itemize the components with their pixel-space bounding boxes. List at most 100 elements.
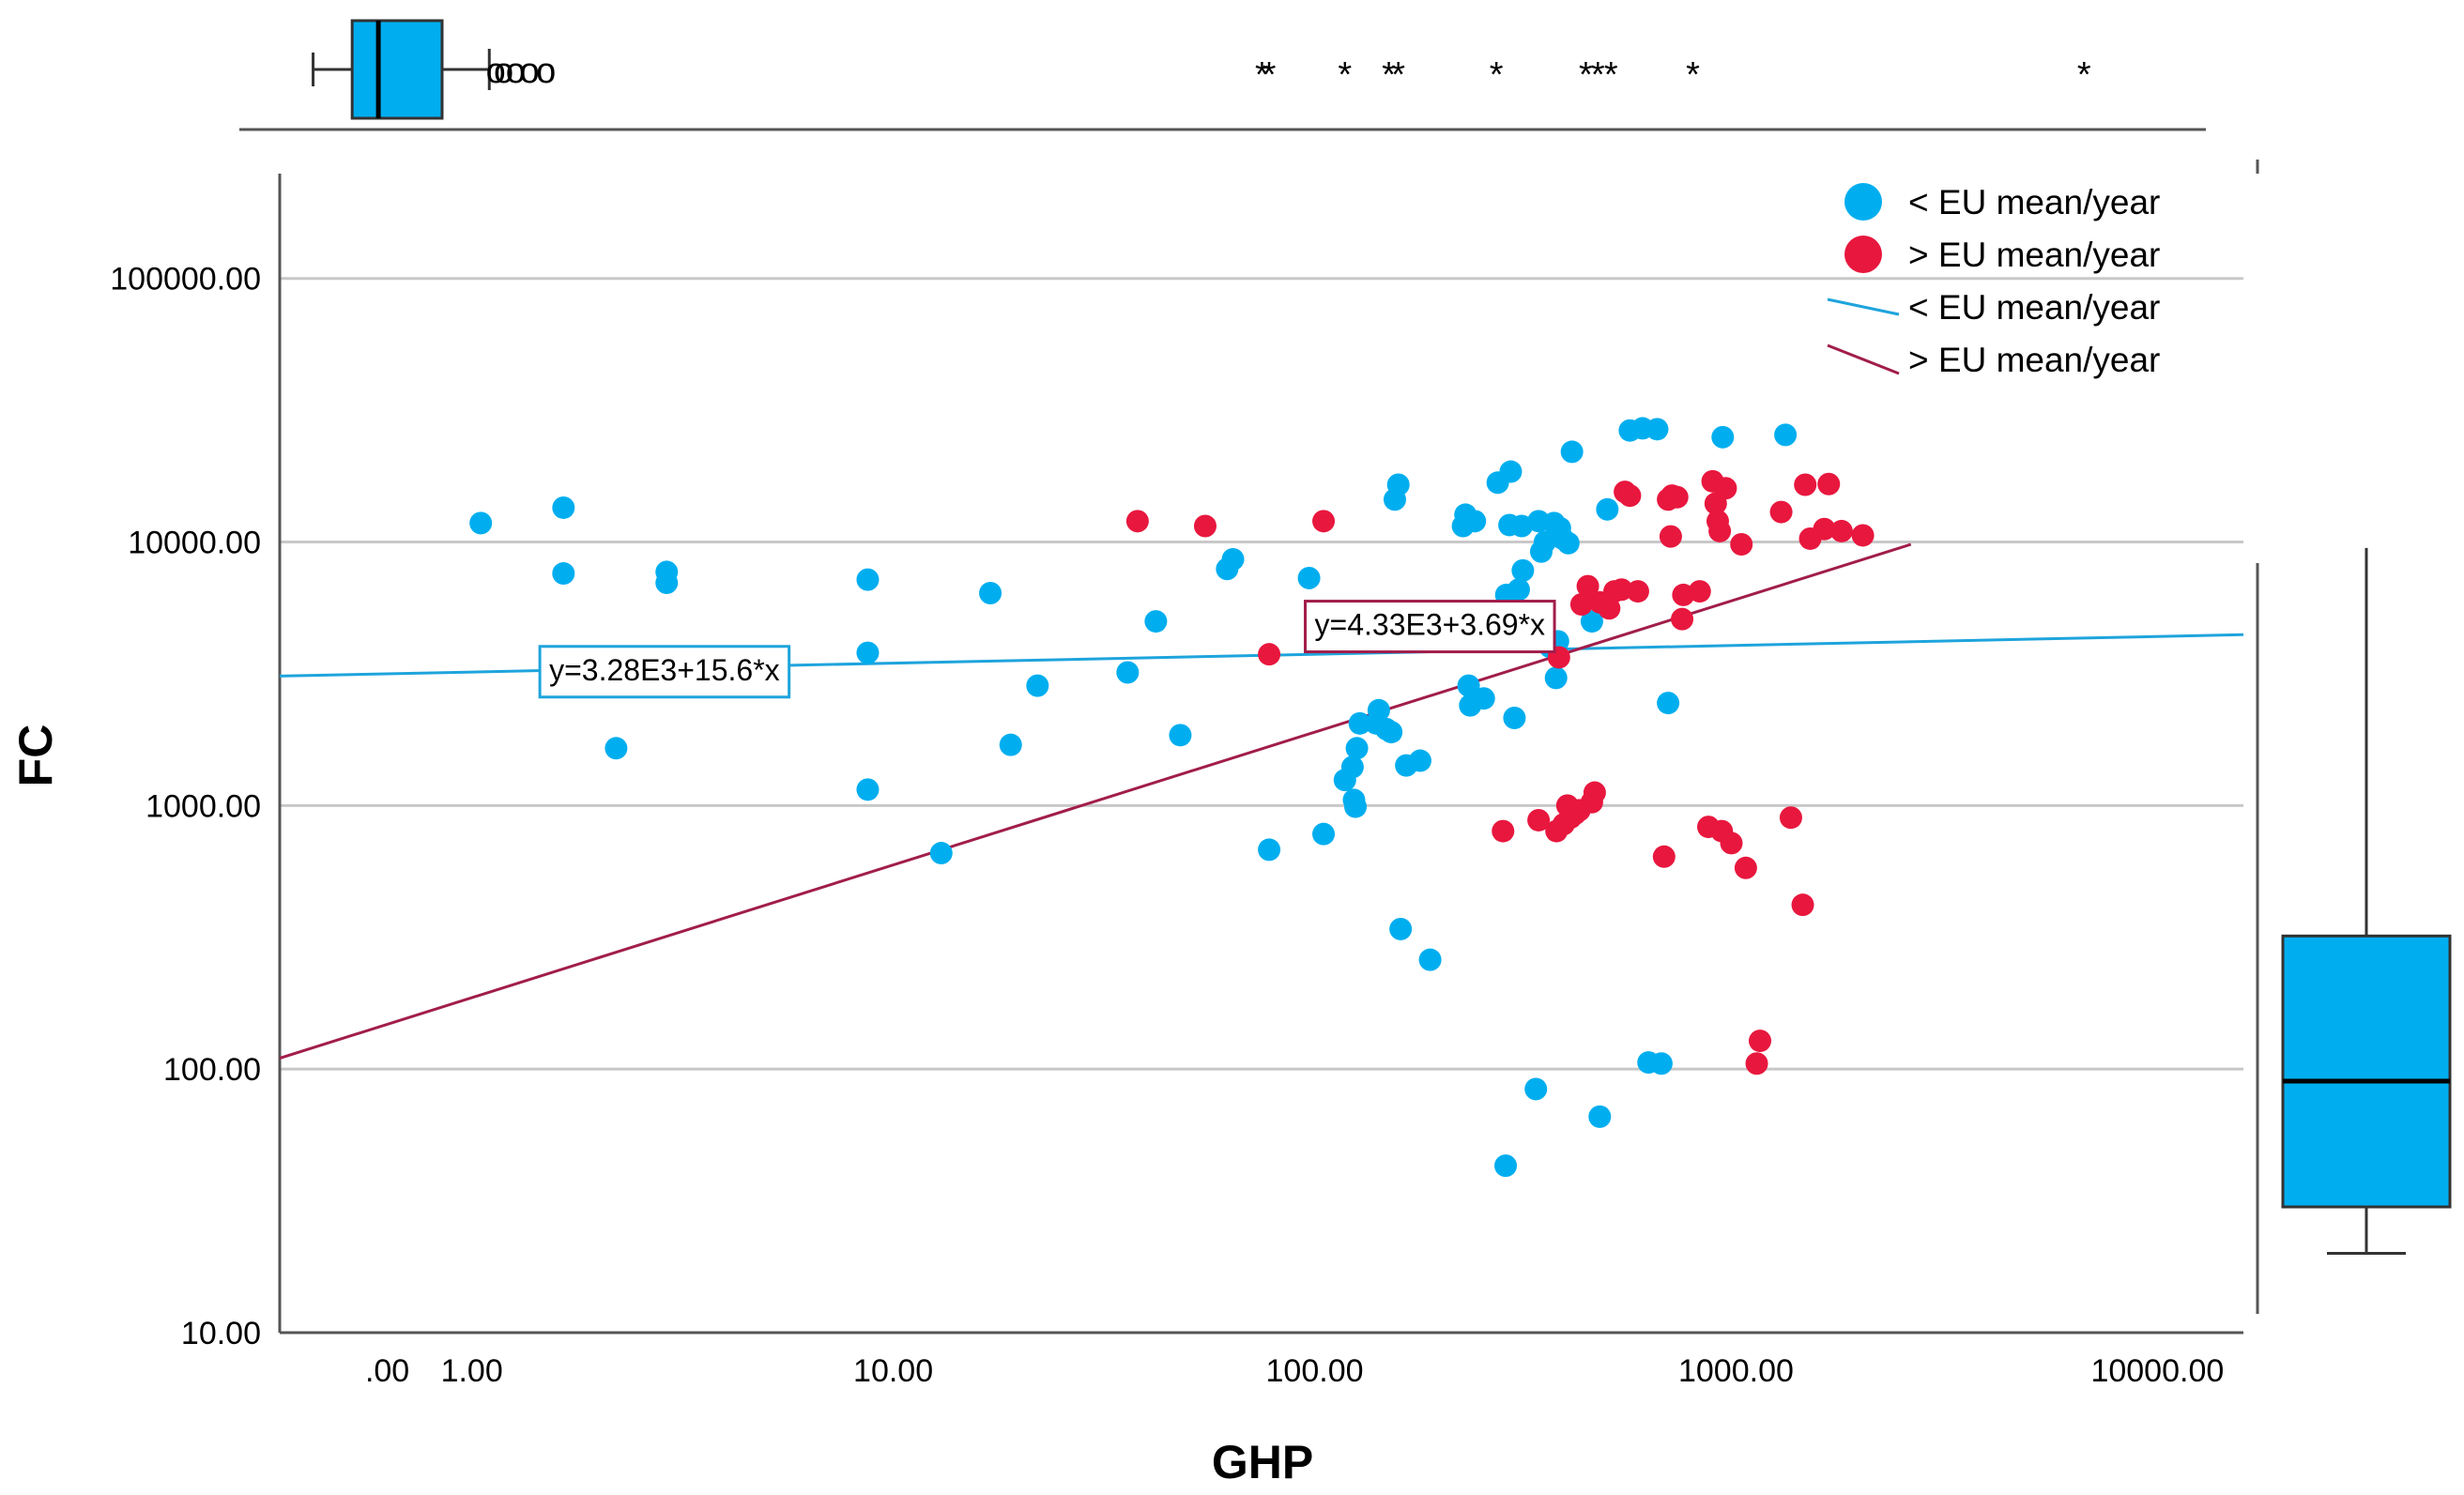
data-point — [1649, 1052, 1673, 1075]
data-point — [1588, 1105, 1612, 1128]
extreme-marker: * — [1391, 55, 1405, 95]
data-point — [1779, 806, 1802, 830]
x-tick-label: 10000.00 — [2090, 1353, 2224, 1389]
data-point — [1125, 510, 1149, 533]
data-point — [1258, 838, 1281, 862]
extreme-marker: * — [1490, 55, 1504, 95]
data-point — [1312, 822, 1336, 846]
data-point — [1510, 514, 1534, 538]
data-point — [1734, 856, 1757, 879]
data-point — [1527, 808, 1551, 831]
y-tick-labels: 10.00 100.00 1000.00 10000.00 100000.00 — [110, 262, 261, 1351]
data-point — [999, 733, 1022, 756]
data-point — [1386, 473, 1410, 496]
data-point — [1116, 661, 1140, 684]
data-point — [1340, 755, 1364, 779]
data-point — [1560, 440, 1584, 464]
data-point — [979, 581, 1002, 604]
data-point — [552, 496, 575, 519]
outlier-marker: o — [536, 52, 556, 91]
legend-marker — [1844, 236, 1882, 273]
data-point — [1367, 698, 1390, 722]
fit-equation-label: y=3.28E3+15.6*x — [549, 653, 780, 687]
data-point — [1380, 721, 1403, 744]
data-point — [552, 562, 575, 586]
axes — [239, 128, 2259, 1335]
data-point — [1144, 610, 1168, 633]
data-point — [1169, 724, 1192, 747]
data-point — [1626, 580, 1649, 603]
extreme-marker: * — [1338, 55, 1352, 95]
data-point — [1463, 510, 1487, 533]
data-point — [1688, 580, 1711, 603]
gridlines — [280, 277, 2243, 1071]
box-iqr — [350, 19, 444, 120]
data-point — [1348, 711, 1371, 735]
outlier-marker: o — [506, 52, 526, 91]
data-point — [1408, 749, 1431, 772]
box-iqr — [2281, 934, 2452, 1209]
marginal-boxplot-y — [2281, 547, 2452, 1255]
data-points — [469, 417, 1875, 1178]
fit-equation-label: y=4.33E3+3.69*x — [1315, 608, 1546, 642]
y-tick-label: 100000.00 — [110, 262, 261, 297]
fit-line — [279, 542, 1912, 1060]
data-point — [1598, 597, 1621, 620]
extreme-marker: * — [1591, 55, 1605, 95]
data-point — [1418, 948, 1442, 971]
x-tick-label: 100.00 — [1266, 1353, 1364, 1389]
legend-label: > EU mean/year — [1908, 236, 2160, 274]
data-point — [1652, 845, 1676, 868]
data-point — [1791, 893, 1814, 917]
data-point — [1472, 687, 1495, 710]
data-point — [856, 568, 880, 591]
data-point — [1671, 607, 1694, 631]
data-point — [1492, 819, 1515, 843]
legend-marker — [1844, 183, 1882, 221]
data-point — [1221, 547, 1245, 571]
data-point — [1258, 643, 1281, 666]
data-point — [856, 778, 880, 801]
x-tick-label: 1000.00 — [1678, 1353, 1794, 1389]
data-point — [1345, 737, 1369, 760]
y-tick-label: 10000.00 — [128, 526, 261, 561]
data-point — [1312, 510, 1336, 533]
data-point — [1544, 666, 1568, 690]
data-point — [1344, 795, 1368, 818]
data-point — [1507, 578, 1530, 602]
x-tick-label: 10.00 — [853, 1353, 933, 1389]
data-point — [1618, 484, 1642, 508]
outlier-marker: o — [486, 52, 506, 91]
data-point — [1580, 610, 1603, 633]
data-point — [1769, 500, 1793, 524]
data-point — [1745, 1052, 1768, 1075]
fit-equation-box — [538, 645, 791, 699]
data-point — [1794, 473, 1817, 496]
data-point — [1499, 460, 1523, 483]
extreme-marker: * — [1263, 55, 1277, 95]
data-point — [1720, 831, 1743, 855]
data-point — [469, 511, 493, 535]
y-tick-label: 10.00 — [181, 1316, 261, 1351]
x-tick-labels: .00 1.00 10.00 100.00 1000.00 10000.00 — [365, 1353, 2224, 1389]
fit-lines — [279, 542, 2244, 1060]
data-point — [1851, 524, 1875, 547]
legend-line — [1827, 297, 1900, 316]
data-point — [1708, 519, 1732, 542]
x-tick-label: 1.00 — [441, 1353, 503, 1389]
data-point — [655, 572, 679, 595]
y-tick-label: 100.00 — [163, 1052, 261, 1088]
data-point — [1711, 425, 1735, 449]
data-point — [1748, 1030, 1771, 1053]
extreme-marker: * — [2077, 55, 2091, 95]
extreme-marker: * — [1686, 55, 1700, 95]
outlier-marker: o — [519, 52, 539, 91]
legend-label: > EU mean/year — [1908, 341, 2160, 379]
data-point — [605, 737, 628, 760]
legend: < EU mean/year > EU mean/year < EU mean/ye… — [1827, 183, 2160, 379]
data-point — [1659, 525, 1682, 548]
outlier-marker: o — [494, 52, 513, 91]
data-point — [1511, 558, 1535, 582]
data-point — [1714, 477, 1737, 500]
